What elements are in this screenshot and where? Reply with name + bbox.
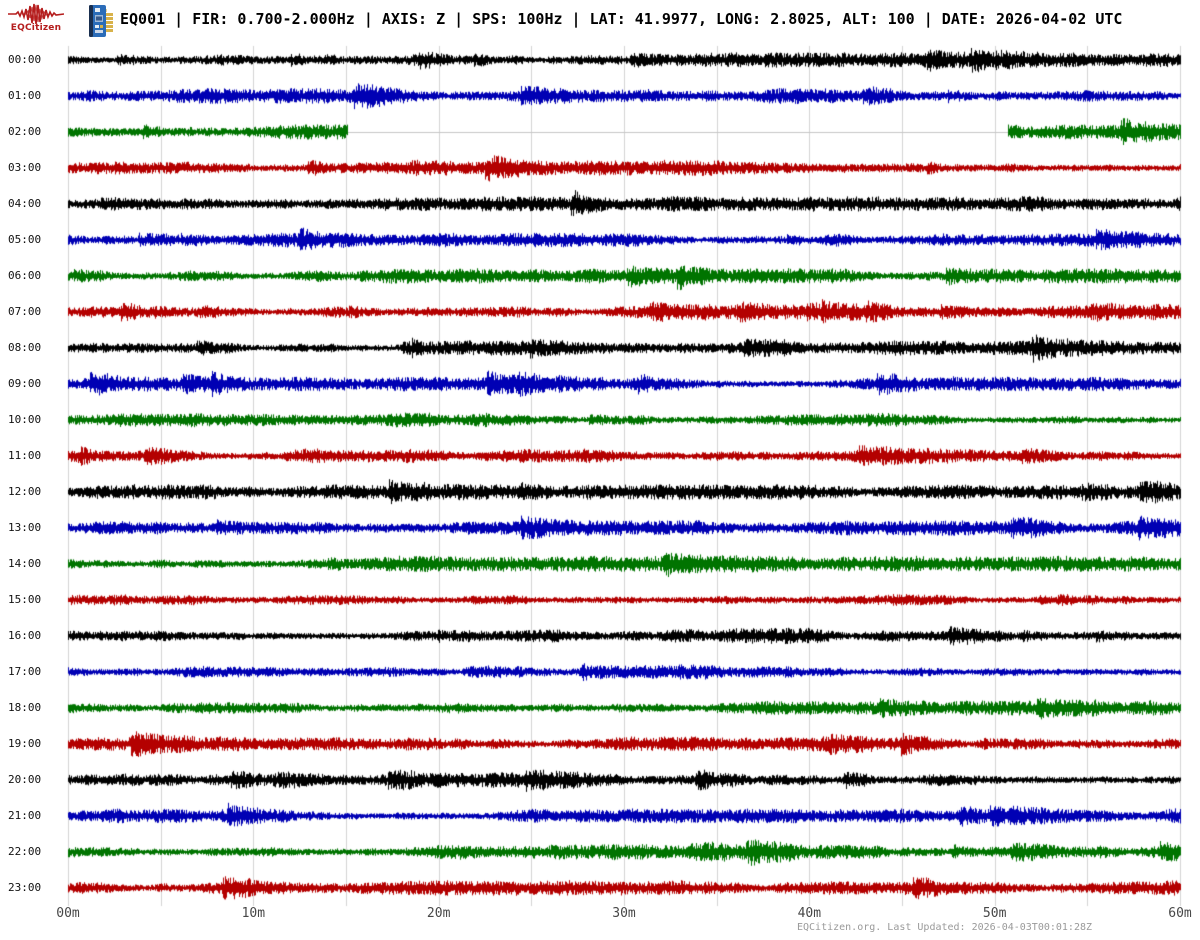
x-tick-label: 60m [1168,906,1192,921]
hour-label: 07:00 [8,305,42,318]
hour-label: 17:00 [8,665,42,678]
seismic-waveform-icon [8,3,64,25]
hour-label: 16:00 [8,629,42,642]
station-title: EQ001 | FIR: 0.700-2.000Hz | AXIS: Z | S… [120,10,1123,28]
hour-label: 08:00 [8,341,42,354]
hour-label: 00:00 [8,53,42,66]
x-tick-label: 40m [797,906,822,921]
footer-credit: EQCitizen.org. Last Updated: 2026-04-03T… [797,922,1093,933]
page-header: EQCitizen EQ001 | FIR: 0.700-2.000Hz | A… [0,0,1200,42]
sensor-chip-icon [89,5,113,37]
x-tick-label: 30m [612,906,636,921]
hour-label: 09:00 [8,377,42,390]
hour-label: 03:00 [8,161,42,174]
hour-label: 12:00 [8,485,42,498]
hour-label: 18:00 [8,701,42,714]
hour-label: 19:00 [8,737,42,750]
hour-label: 02:00 [8,125,42,138]
hour-label: 13:00 [8,521,42,534]
logo-text: EQCitizen [10,23,62,33]
x-tick-label: 50m [982,906,1007,921]
hour-label: 21:00 [8,809,42,822]
hour-label: 05:00 [8,233,42,246]
eqcitizen-logo: EQCitizen [7,3,65,39]
hour-label: 23:00 [8,881,42,894]
hour-label: 20:00 [8,773,42,786]
x-tick-label: 00m [56,906,80,921]
hour-label: 01:00 [8,89,42,102]
x-tick-label: 20m [426,906,451,921]
hour-label: 10:00 [8,413,42,426]
hour-label: 06:00 [8,269,42,282]
hour-label: 04:00 [8,197,42,210]
x-tick-label: 10m [241,906,266,921]
hour-label: 22:00 [8,845,42,858]
hour-label: 11:00 [8,449,42,462]
hour-label: 15:00 [8,593,42,606]
hour-label: 14:00 [8,557,42,570]
